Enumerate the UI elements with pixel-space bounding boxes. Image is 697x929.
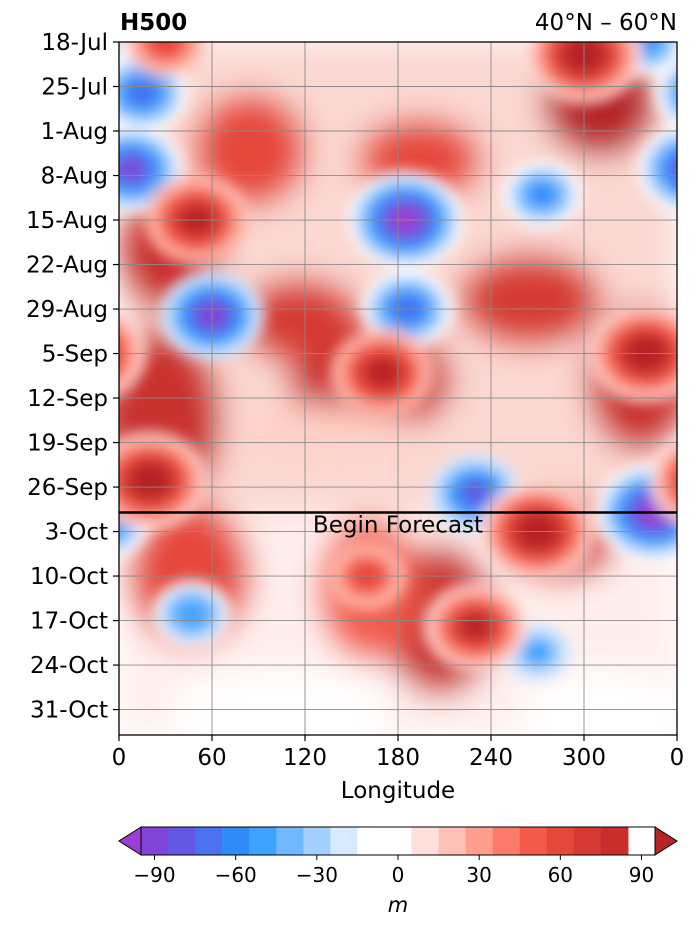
y-tick-label: 15-Aug — [26, 208, 108, 234]
plot-area: Begin Forecast — [118, 41, 678, 736]
chart-title-right: 40°N – 60°N — [535, 10, 677, 36]
colorbar-label: m — [388, 893, 408, 917]
colorbar-swatch — [141, 827, 169, 855]
y-tick-label: 26-Sep — [27, 475, 108, 501]
colorbar-swatch — [411, 827, 440, 855]
colorbar-swatch — [465, 827, 494, 855]
y-tick-label: 3-Oct — [45, 520, 108, 546]
y-tick-label: 8-Aug — [41, 164, 108, 190]
x-tick-label: 0 — [670, 745, 685, 771]
y-tick-label: 22-Aug — [26, 253, 108, 279]
y-tick-label: 17-Oct — [30, 609, 108, 635]
colorbar-swatch — [195, 827, 223, 855]
x-axis: Longitude 0 60 120 180 240 300 0 — [112, 735, 685, 804]
y-tick-label: 25-Jul — [41, 75, 108, 101]
anomaly-ridge-16 — [119, 431, 677, 530]
colorbar-swatch — [600, 827, 629, 855]
colorbar-tick-label: 0 — [392, 863, 405, 887]
anomaly-trough-8 — [502, 160, 583, 229]
anomaly-trough-9 — [151, 580, 232, 649]
y-tick-label: 31-Oct — [30, 698, 108, 724]
colorbar-swatch — [249, 827, 277, 855]
x-tick-label: 0 — [112, 745, 127, 771]
x-axis-label: Longitude — [341, 778, 455, 804]
colorbar-swatches — [118, 826, 678, 856]
heatmap-field — [119, 42, 677, 735]
colorbar-swatch — [519, 827, 548, 855]
x-tick-label: 120 — [283, 745, 327, 771]
forecast-label: Begin Forecast — [313, 512, 483, 538]
y-tick-label: 19-Sep — [27, 431, 108, 457]
colorbar-swatch — [357, 827, 385, 855]
y-axis: 18-Jul 25-Jul 1-Aug 8-Aug 15-Aug 22-Aug 29-Aug… — [26, 30, 119, 724]
y-tick-label: 5-Sep — [42, 342, 108, 368]
colorbar-tick-label: −90 — [133, 863, 175, 887]
grid-horizontal — [119, 86, 677, 711]
colorbar-swatch — [222, 827, 250, 855]
colorbar-tick-label: −60 — [215, 863, 257, 887]
y-tick-label: 29-Aug — [26, 297, 108, 323]
forecast-marker: Begin Forecast — [119, 511, 677, 538]
colorbar-swatch — [330, 827, 358, 855]
colorbar-swatch — [303, 827, 331, 855]
colorbar: −90 −60 −30 0 30 60 90 m — [118, 826, 678, 917]
anomaly-ridge-14 — [330, 328, 435, 417]
colorbar-swatch — [168, 827, 196, 855]
y-tick-label: 18-Jul — [41, 30, 108, 56]
x-tick-label: 180 — [376, 745, 420, 771]
colorbar-swatch — [546, 827, 575, 855]
colorbar-swatch — [276, 827, 304, 855]
colorbar-swatch — [438, 827, 467, 855]
chart-title-left: H500 — [120, 10, 187, 36]
x-tick-label: 60 — [197, 745, 226, 771]
y-tick-label: 12-Sep — [27, 386, 108, 412]
y-tick-label: 10-Oct — [30, 564, 108, 590]
colorbar-swatch — [384, 827, 413, 855]
anomaly-ridge-18 — [423, 582, 528, 671]
colorbar-swatch — [573, 827, 602, 855]
colorbar-extend-max — [654, 826, 678, 856]
x-tick-label: 240 — [469, 745, 513, 771]
colorbar-tick-label: 90 — [629, 863, 654, 887]
colorbar-tick-label: 30 — [466, 863, 491, 887]
grid — [119, 42, 677, 735]
grid-vertical — [211, 42, 585, 735]
colorbar-extend-min — [118, 826, 142, 856]
colorbar-tick-label: 60 — [548, 863, 573, 887]
anomaly-ridge-11 — [125, 42, 206, 76]
colorbar-swatch — [492, 827, 521, 855]
colorbar-ticks: −90 −60 −30 0 30 60 90 — [133, 855, 654, 887]
y-tick-label: 24-Oct — [30, 653, 108, 679]
colorbar-tick-label: −30 — [296, 863, 338, 887]
y-tick-label: 1-Aug — [41, 119, 108, 145]
x-tick-label: 300 — [562, 745, 606, 771]
